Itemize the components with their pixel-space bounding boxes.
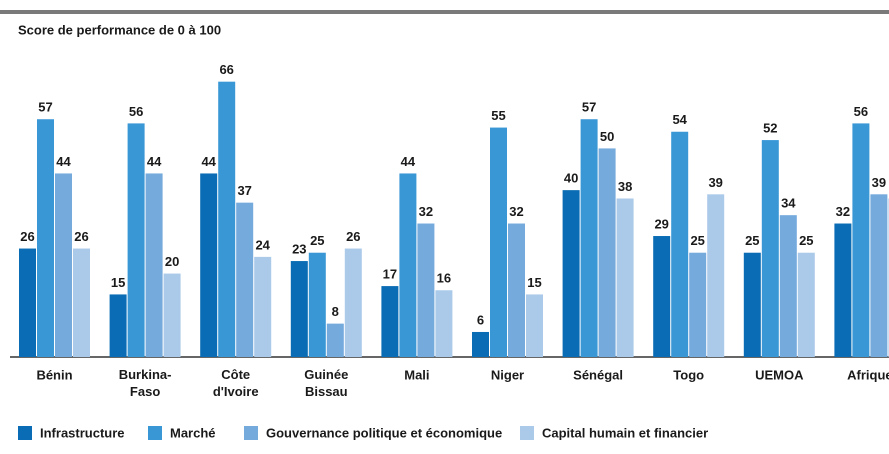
value-label: 23 [292, 241, 306, 256]
value-label: 20 [165, 254, 179, 269]
value-label: 44 [401, 154, 416, 169]
bar [562, 190, 580, 357]
value-label: 16 [437, 271, 451, 286]
value-label: 54 [672, 112, 687, 127]
value-label: 26 [74, 229, 88, 244]
bar [19, 248, 36, 357]
value-label: 56 [854, 104, 868, 119]
bar [797, 252, 815, 357]
value-label: 26 [346, 229, 360, 244]
value-label: 50 [600, 129, 614, 144]
bar [37, 119, 54, 357]
bar [218, 81, 236, 357]
value-label: 40 [564, 171, 578, 186]
value-label: 25 [799, 233, 813, 248]
x-tick-label: Mali [404, 367, 429, 382]
x-tick-label: Togo [673, 367, 704, 382]
value-label: 57 [38, 100, 52, 115]
value-label: 66 [219, 62, 233, 77]
bar [598, 148, 616, 357]
x-tick-label: Guinée Bissau [304, 367, 348, 399]
value-label: 34 [781, 196, 796, 211]
value-label: 38 [618, 179, 632, 194]
bar [870, 194, 888, 357]
bar [671, 131, 689, 357]
x-tick-label: Niger [491, 367, 524, 382]
x-tick-label: Burkina-Faso [119, 367, 172, 399]
legend-label: Capital humain et financier [542, 425, 708, 440]
bar [163, 273, 181, 357]
bar [526, 294, 543, 357]
legend-label: Infrastructure [40, 425, 125, 440]
value-label: 15 [111, 275, 125, 290]
chart-subtitle: Score de performance de 0 à 100 [18, 22, 221, 37]
bar [852, 123, 870, 358]
bar [689, 252, 707, 357]
bar [508, 223, 525, 357]
bar [127, 123, 145, 358]
legend-label: Gouvernance politique et économique [266, 425, 502, 440]
value-label: 56 [129, 104, 143, 119]
bar [381, 286, 399, 357]
x-tick-label: Afrique [847, 367, 889, 382]
value-label: 32 [509, 204, 523, 219]
value-label: 55 [491, 108, 505, 123]
value-label: 32 [419, 204, 433, 219]
x-tick-label: Côte d'Ivoire [213, 367, 259, 399]
legend-label: Marché [170, 425, 216, 440]
value-label: 39 [872, 175, 886, 190]
bar [779, 215, 797, 357]
value-label: 26 [20, 229, 34, 244]
bar [326, 323, 344, 357]
bar [834, 223, 852, 357]
value-label: 52 [763, 121, 777, 136]
legend-swatch [244, 426, 258, 440]
x-tick-label: UEMOA [755, 367, 804, 382]
top-rule [0, 10, 889, 14]
x-tick-label: Bénin [36, 367, 72, 382]
x-tick-label: Sénégal [573, 367, 623, 382]
value-label: 39 [708, 175, 722, 190]
bar [200, 173, 218, 357]
bar [435, 290, 453, 357]
value-label: 17 [383, 267, 397, 282]
bar [580, 119, 598, 357]
value-label: 6 [477, 312, 484, 327]
bar [73, 248, 90, 357]
bar [308, 252, 326, 357]
value-label: 25 [745, 233, 759, 248]
bar [145, 173, 163, 357]
bar [707, 194, 725, 357]
value-label: 37 [237, 183, 251, 198]
bar [55, 173, 72, 357]
bar [490, 127, 507, 357]
bar [254, 256, 272, 357]
value-label: 44 [56, 154, 71, 169]
bar [761, 140, 779, 357]
value-label: 44 [201, 154, 216, 169]
bar [290, 261, 308, 357]
value-label: 8 [332, 304, 339, 319]
bar [236, 202, 254, 357]
value-label: 25 [690, 233, 704, 248]
legend-swatch [18, 426, 32, 440]
bar [417, 223, 435, 357]
legend-swatch [520, 426, 534, 440]
bar [743, 252, 761, 357]
bar [109, 294, 127, 357]
bar [616, 198, 634, 357]
bar [344, 248, 362, 357]
legend-swatch [148, 426, 162, 440]
value-label: 32 [836, 204, 850, 219]
value-label: 24 [255, 237, 270, 252]
value-label: 57 [582, 100, 596, 115]
value-label: 29 [654, 216, 668, 231]
bar [653, 236, 671, 357]
value-label: 44 [147, 154, 162, 169]
bar [399, 173, 417, 357]
bar [472, 331, 489, 357]
value-label: 15 [527, 275, 541, 290]
value-label: 25 [310, 233, 324, 248]
